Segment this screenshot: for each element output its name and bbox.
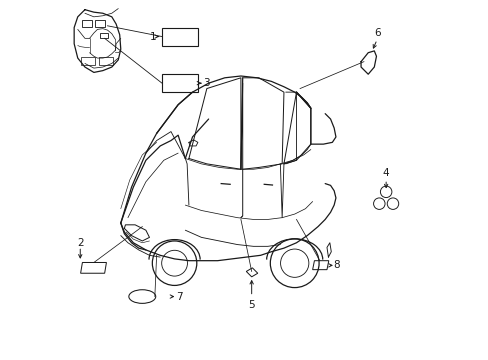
Text: 1: 1 <box>149 32 156 41</box>
Text: 3: 3 <box>203 78 210 88</box>
Text: 4: 4 <box>382 168 388 178</box>
Text: 8: 8 <box>333 260 339 270</box>
Text: 7: 7 <box>176 292 183 302</box>
Text: 5: 5 <box>248 300 254 310</box>
Text: 6: 6 <box>373 28 380 39</box>
Text: 2: 2 <box>77 238 83 248</box>
